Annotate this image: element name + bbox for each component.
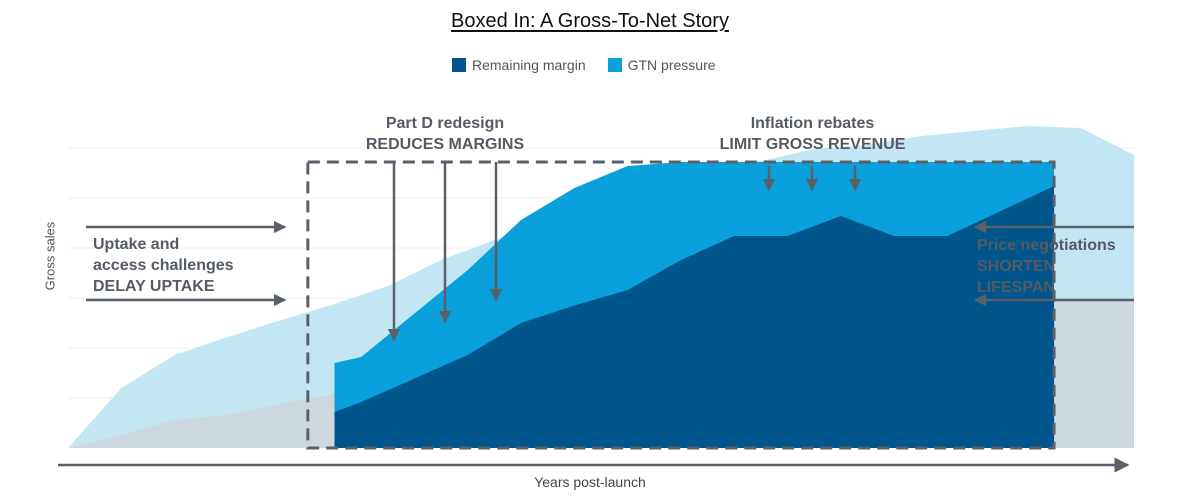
annotation-price-line1: Price negotiations [977,237,1116,254]
annotation-uptake-line3: DELAY UPTAKE [93,278,215,295]
annotation-uptake: Uptake and access challenges DELAY UPTAK… [93,234,293,297]
series-area-remaining-margin [334,186,1055,448]
annotation-part-d-line2: REDUCES MARGINS [365,136,525,153]
legend-item-remaining-margin: Remaining margin [452,57,586,73]
y-axis-label: Gross sales [42,221,58,291]
annotation-uptake-line1: Uptake and [93,236,180,253]
annotation-part-d-line1: Part D redesign [385,115,505,132]
annotation-inflation-line1: Inflation rebates [750,115,875,132]
legend-label-remaining-margin: Remaining margin [472,57,586,73]
annotation-price-line3: LIFESPAN [977,279,1055,296]
annotation-inflation: Inflation rebates LIMIT GROSS REVENUE [680,113,945,155]
legend: Remaining margin GTN pressure [452,57,738,73]
legend-label-gtn-pressure: GTN pressure [627,57,716,73]
dashed-box [306,160,1056,450]
legend-swatch-gtn-pressure [607,58,622,72]
legend-item-gtn-pressure: GTN pressure [607,57,716,73]
annotation-part-d: Part D redesign REDUCES MARGINS [340,113,550,155]
annotation-inflation-line2: LIMIT GROSS REVENUE [719,136,906,153]
chart-title: Boxed In: A Gross-To-Net Story [451,10,729,32]
legend-swatch-remaining-margin [452,58,466,72]
x-axis-label: Years post-launch [534,474,646,490]
annotation-price-negotiations: Price negotiations SHORTEN LIFESPAN [977,235,1177,298]
annotation-uptake-line2: access challenges [93,257,234,274]
annotation-price-line2: SHORTEN [977,258,1056,275]
